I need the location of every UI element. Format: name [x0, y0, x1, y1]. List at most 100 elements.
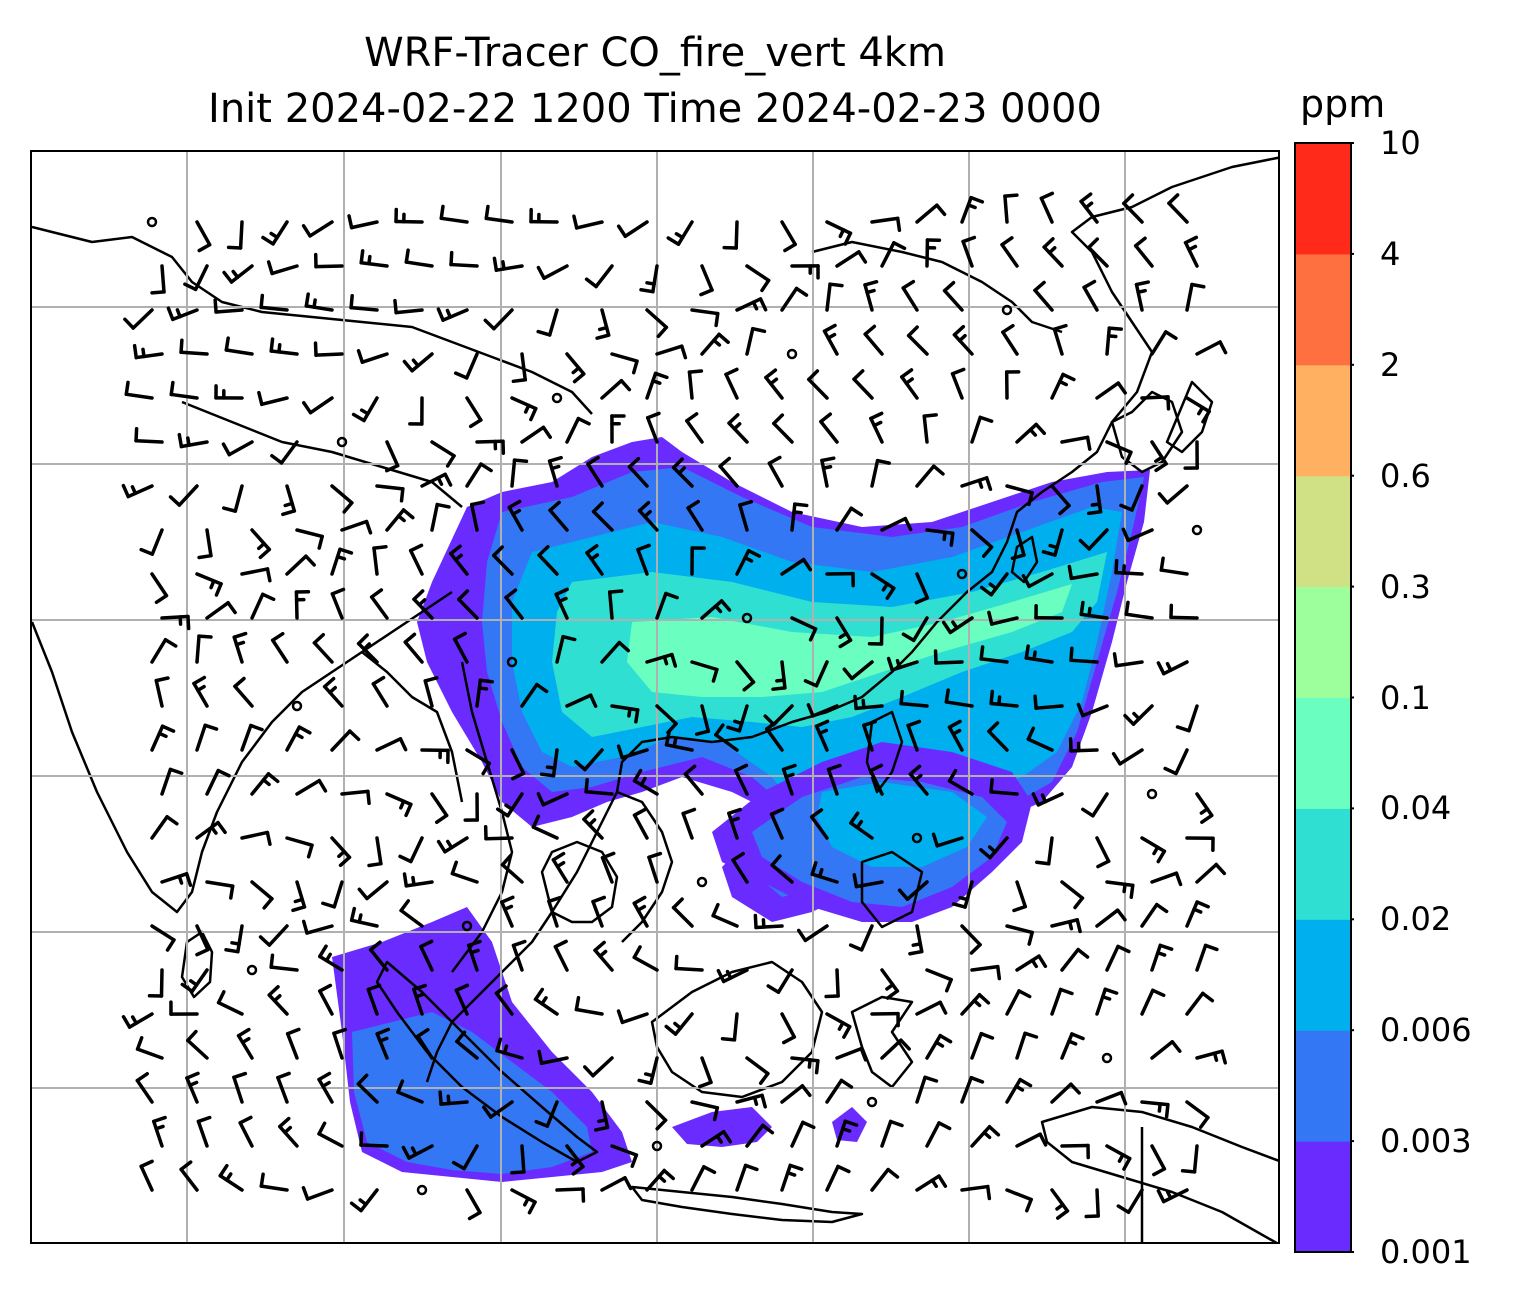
wind-barb — [160, 767, 184, 796]
wind-barb — [420, 472, 453, 488]
wind-barb — [933, 649, 964, 665]
wind-barb — [439, 204, 469, 224]
wind-barb — [1150, 871, 1183, 887]
wind-barb — [186, 1029, 209, 1060]
wind-barb — [655, 704, 678, 735]
wind-barb — [594, 1100, 610, 1132]
map-title-line1: WRF-Tracer CO_fire_vert 4km — [364, 30, 946, 76]
wind-barb — [285, 836, 314, 859]
wind-barb — [555, 634, 577, 664]
wind-barb — [469, 500, 486, 532]
wind-barb — [951, 880, 974, 909]
wind-barb — [536, 792, 569, 807]
wind-barb — [356, 349, 389, 364]
wind-barb — [195, 820, 227, 840]
wind-barb — [922, 413, 938, 444]
wind-barb — [195, 572, 223, 597]
wind-barb — [960, 1184, 992, 1201]
coastline-philippines-mindanao — [860, 850, 924, 929]
wind-barb — [655, 344, 688, 360]
wind-barb — [369, 588, 389, 620]
wind-barb — [250, 772, 280, 796]
wind-barb — [221, 440, 254, 457]
wind-barb — [914, 572, 930, 605]
wind-barb — [655, 591, 679, 620]
wind-barb — [681, 807, 697, 840]
wind-barb — [880, 968, 900, 1000]
wind-barb — [1015, 422, 1047, 444]
colorbar-segment — [1295, 919, 1351, 1031]
wind-barb — [267, 985, 289, 1016]
wind-barb — [510, 1144, 526, 1175]
wind-barb — [330, 484, 354, 514]
wind-barb — [238, 1115, 254, 1148]
wind-barb — [531, 814, 559, 840]
wind-barb — [931, 832, 964, 848]
wind-barb — [1005, 1188, 1033, 1213]
wind-barb — [1185, 991, 1215, 1016]
wind-barb — [925, 1121, 952, 1148]
wind-barb — [610, 704, 640, 724]
wind-barb — [724, 367, 739, 400]
wind-barb — [222, 264, 254, 284]
wind-barb — [484, 204, 514, 224]
colorbar-unit-label: ppm — [1300, 82, 1386, 126]
colorbar-segment — [1295, 808, 1351, 920]
wind-barb — [1015, 1031, 1039, 1060]
coastline-gulf-of-thailand — [540, 840, 619, 924]
wind-barb — [1114, 558, 1144, 576]
wind-barb — [819, 412, 839, 444]
wind-barb — [185, 1071, 200, 1104]
wind-barb — [121, 1012, 154, 1029]
wind-barb — [915, 1174, 948, 1192]
calm-wind-circle — [1001, 304, 1013, 316]
wind-barb — [195, 634, 213, 664]
wind-barb — [402, 352, 434, 373]
wind-barb — [1050, 987, 1074, 1016]
wind-barb — [436, 307, 469, 322]
wind-barb — [169, 380, 199, 400]
wind-barb — [356, 1073, 379, 1104]
wind-barb — [731, 851, 749, 884]
wind-barb — [637, 500, 659, 532]
wind-barb — [1185, 396, 1211, 424]
wind-barb — [259, 293, 289, 312]
wind-barb — [1195, 943, 1219, 972]
wind-barb — [270, 440, 299, 465]
coastline-taiwan — [1010, 535, 1039, 584]
wind-barb — [168, 484, 199, 507]
wind-barb — [960, 924, 982, 955]
wind-barb — [565, 1144, 585, 1176]
wind-barb — [870, 572, 896, 600]
wind-barb — [863, 324, 884, 356]
wind-barb — [1068, 737, 1099, 753]
wind-barb — [1050, 484, 1071, 516]
wind-barb — [195, 924, 210, 957]
wind-barb — [147, 968, 164, 998]
wind-barb — [727, 807, 743, 840]
wind-barb — [690, 546, 706, 576]
wind-barb — [1119, 484, 1144, 512]
wind-barb — [683, 764, 704, 796]
plume-east-mid — [817, 782, 987, 867]
calm-wind-circle — [461, 920, 473, 932]
wind-barb — [1069, 646, 1099, 664]
wind-barb — [979, 645, 1009, 664]
wind-barb — [281, 484, 297, 517]
wind-barb — [674, 954, 704, 972]
calm-wind-circle — [786, 348, 798, 360]
wind-barb — [1081, 792, 1109, 818]
wind-barb — [690, 1165, 717, 1192]
calm-wind-circle — [146, 216, 158, 228]
wind-barb — [453, 352, 479, 380]
wind-barb — [781, 763, 797, 796]
wind-barb — [901, 616, 929, 643]
wind-barb — [463, 792, 479, 822]
wind-barb — [139, 528, 164, 556]
wind-barb — [809, 808, 829, 840]
wind-barb — [960, 195, 985, 224]
wind-barb — [408, 543, 424, 576]
wind-barb — [600, 378, 632, 400]
wind-barb — [150, 924, 176, 952]
wind-barb — [880, 1119, 904, 1148]
